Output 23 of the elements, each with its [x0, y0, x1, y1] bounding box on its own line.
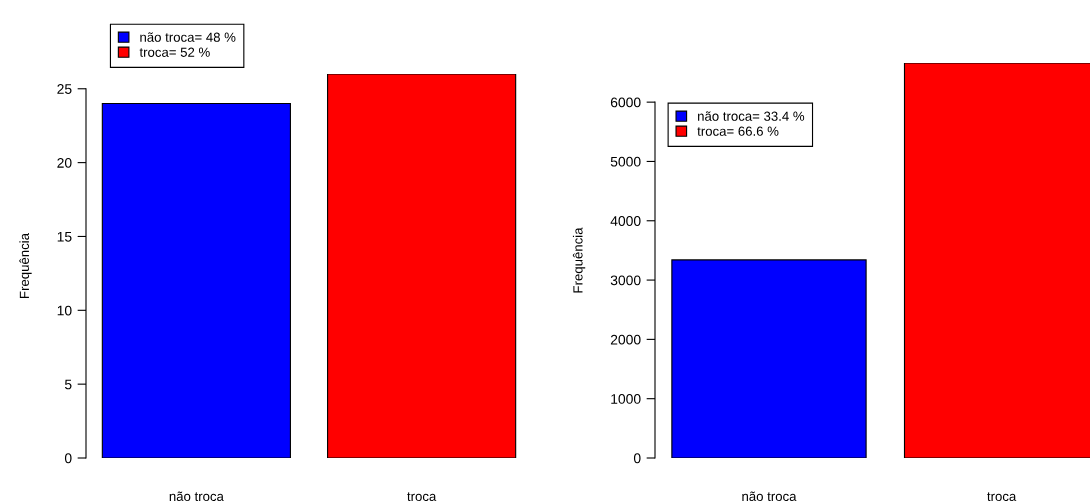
y-tick-label: 2000 [610, 334, 641, 345]
legend-label: não troca= 48 % [140, 32, 236, 42]
y-tick-label: 5000 [610, 156, 641, 167]
x-tick-label: não troca [742, 491, 797, 501]
legend-label: troca= 52 % [139, 47, 210, 57]
legend-label: troca= 66.6 % [697, 126, 779, 136]
y-tick-label: 25 [57, 84, 72, 94]
y-tick-label: 0 [633, 453, 641, 464]
y-tick-label: 0 [64, 453, 72, 464]
y-tick-label: 4000 [610, 216, 641, 226]
y-tick-label: 1000 [611, 394, 641, 404]
y-axis-title: Frequência [19, 232, 32, 298]
y-tick-label: 3000 [610, 275, 641, 286]
y-tick-label: 20 [57, 157, 72, 168]
x-tick-label: troca [407, 492, 437, 501]
x-tick-label: não troca [169, 491, 224, 501]
y-tick-label: 15 [57, 231, 72, 242]
y-tick-label: 10 [57, 305, 72, 316]
y-tick-label: 5 [64, 379, 72, 390]
y-axis-title: Frequência [572, 227, 586, 293]
x-tick-label: troca [987, 492, 1017, 501]
y-tick-label: 6000 [610, 97, 641, 108]
legend-label: não troca= 33.4 % [698, 111, 805, 121]
